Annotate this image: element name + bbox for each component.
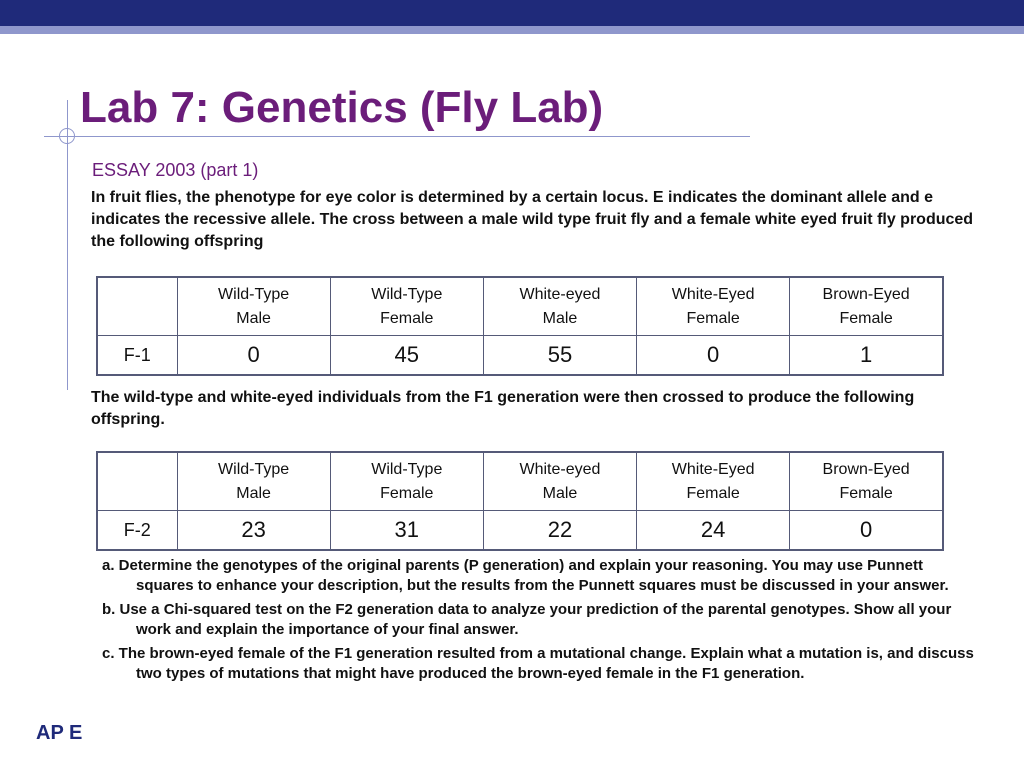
intro-paragraph: In fruit flies, the phenotype for eye co… [91, 189, 974, 250]
header-cell: White-Eyed Female [636, 276, 791, 336]
question-item-a: a. Determine the genotypes of the origin… [102, 557, 949, 594]
f2-offspring-table: Wild-Type Male Wild-Type Female White-eyed… [96, 451, 944, 551]
row-label-cell: F-1 [96, 335, 178, 376]
empty-corner-cell [96, 276, 178, 336]
question-item-b: b. Use a Chi-squared test on the F2 gene… [102, 601, 952, 638]
value-cell: 24 [636, 510, 791, 551]
value-cell: 23 [176, 510, 331, 551]
value-cell: 22 [482, 510, 638, 551]
value-cell: 1 [789, 335, 944, 376]
header-cell: Brown-Eyed Female [789, 276, 944, 336]
question-list: a. Determine the genotypes of the origin… [100, 556, 980, 688]
row-label-cell: F-2 [96, 510, 178, 551]
header-cell: White-Eyed Female [636, 451, 791, 511]
f1-offspring-table: Wild-Type Male Wild-Type Female White-eyed… [96, 276, 944, 376]
value-cell: 0 [176, 335, 331, 376]
decorative-vertical-line [67, 100, 68, 390]
header-cell: Brown-Eyed Female [789, 451, 944, 511]
header-cell: Wild-Type Female [329, 276, 484, 336]
header-cell: Wild-Type Female [329, 451, 484, 511]
table-row: F-2 23 31 22 24 0 [96, 510, 944, 551]
value-cell: 45 [329, 335, 484, 376]
table-row: F-1 0 45 55 0 1 [96, 335, 944, 376]
question-item-c: c. The brown-eyed female of the F1 gener… [102, 645, 974, 682]
value-cell: 0 [636, 335, 791, 376]
header-cell: White-eyed Male [482, 451, 638, 511]
decorative-horizontal-line [44, 136, 750, 137]
table-header-row: Wild-Type Male Wild-Type Female White-eyed… [96, 451, 944, 511]
value-cell: 0 [789, 510, 944, 551]
empty-corner-cell [96, 451, 178, 511]
top-banner-light [0, 26, 1024, 34]
middle-paragraph: The wild-type and white-eyed individuals… [91, 389, 915, 428]
value-cell: 31 [329, 510, 484, 551]
slide-subtitle: ESSAY 2003 (part 1) [92, 160, 259, 180]
header-cell: White-eyed Male [482, 276, 638, 336]
value-cell: 55 [482, 335, 638, 376]
header-cell: Wild-Type Male [176, 451, 331, 511]
table-header-row: Wild-Type Male Wild-Type Female White-eyed… [96, 276, 944, 336]
slide-title: Lab 7: Genetics (Fly Lab) [80, 83, 604, 132]
crosshair-icon [59, 128, 75, 144]
header-cell: Wild-Type Male [176, 276, 331, 336]
footer-text: AP E [36, 722, 83, 744]
top-banner-dark [0, 0, 1024, 26]
